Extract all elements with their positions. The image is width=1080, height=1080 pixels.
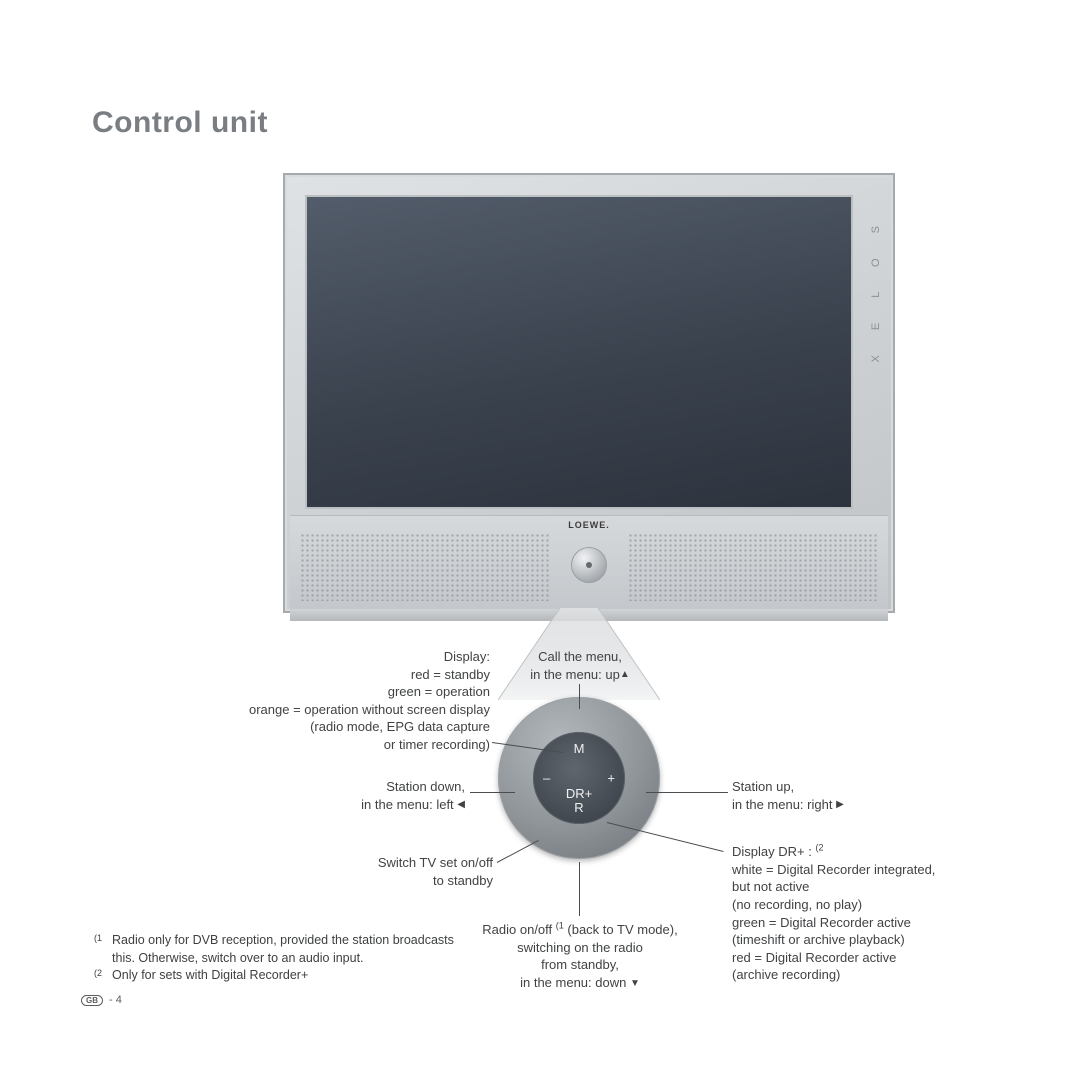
tv-screen [305, 195, 853, 509]
callout-station-down: Station down, in the menu: left ◀ [302, 778, 465, 813]
leader-line [470, 792, 515, 793]
arrow-right-icon: ▶ [836, 798, 844, 812]
dial-label-dr: DR+ [566, 786, 592, 801]
speaker-grille-right [628, 533, 878, 601]
control-dial: M R DR+ – + [498, 697, 660, 859]
callout-menu-up: Call the menu, in the menu: up▲ [500, 648, 660, 683]
model-label: X E L O S [870, 215, 882, 363]
callout-display: Display: red = standby green = operation… [238, 648, 490, 753]
callout-radio: Radio on/off (1 (back to TV mode), switc… [440, 920, 720, 992]
dial-inner: M R DR+ – + [533, 732, 625, 824]
leader-line [497, 840, 539, 863]
leader-line [579, 862, 580, 916]
dial-label-plus: + [607, 771, 615, 786]
leader-line [646, 792, 728, 793]
callout-drplus: Display DR+ : (2 white = Digital Recorde… [732, 842, 992, 984]
callout-station-up: Station up, in the menu: right ▶ [732, 778, 932, 813]
control-knob-small [571, 547, 607, 583]
page: Control unit X E L O S LOEWE. M [0, 0, 1080, 1080]
dial-label-m: M [574, 741, 585, 756]
footnote-1: Radio only for DVB reception, provided t… [112, 932, 464, 967]
callout-switch: Switch TV set on/off to standby [312, 854, 493, 889]
dial-label-minus: – [543, 771, 550, 786]
page-title: Control unit [92, 106, 268, 140]
footnote-2: Only for sets with Digital Recorder+ [112, 967, 308, 985]
footnote-mark-1: (1 [94, 932, 102, 967]
arrow-left-icon: ◀ [457, 798, 465, 812]
dial-label-r: R [574, 800, 583, 815]
page-number: GB - 4 [81, 994, 122, 1006]
speaker-grille-left [300, 533, 550, 601]
brand-label: LOEWE. [568, 520, 610, 530]
leader-line [579, 684, 580, 709]
arrow-up-icon: ▲ [620, 668, 630, 682]
footnote-mark-2: (2 [94, 967, 102, 985]
tv-frame: X E L O S LOEWE. [283, 173, 895, 613]
arrow-down-icon: ▼ [630, 977, 640, 991]
footnotes: (1 Radio only for DVB reception, provided… [94, 932, 464, 985]
